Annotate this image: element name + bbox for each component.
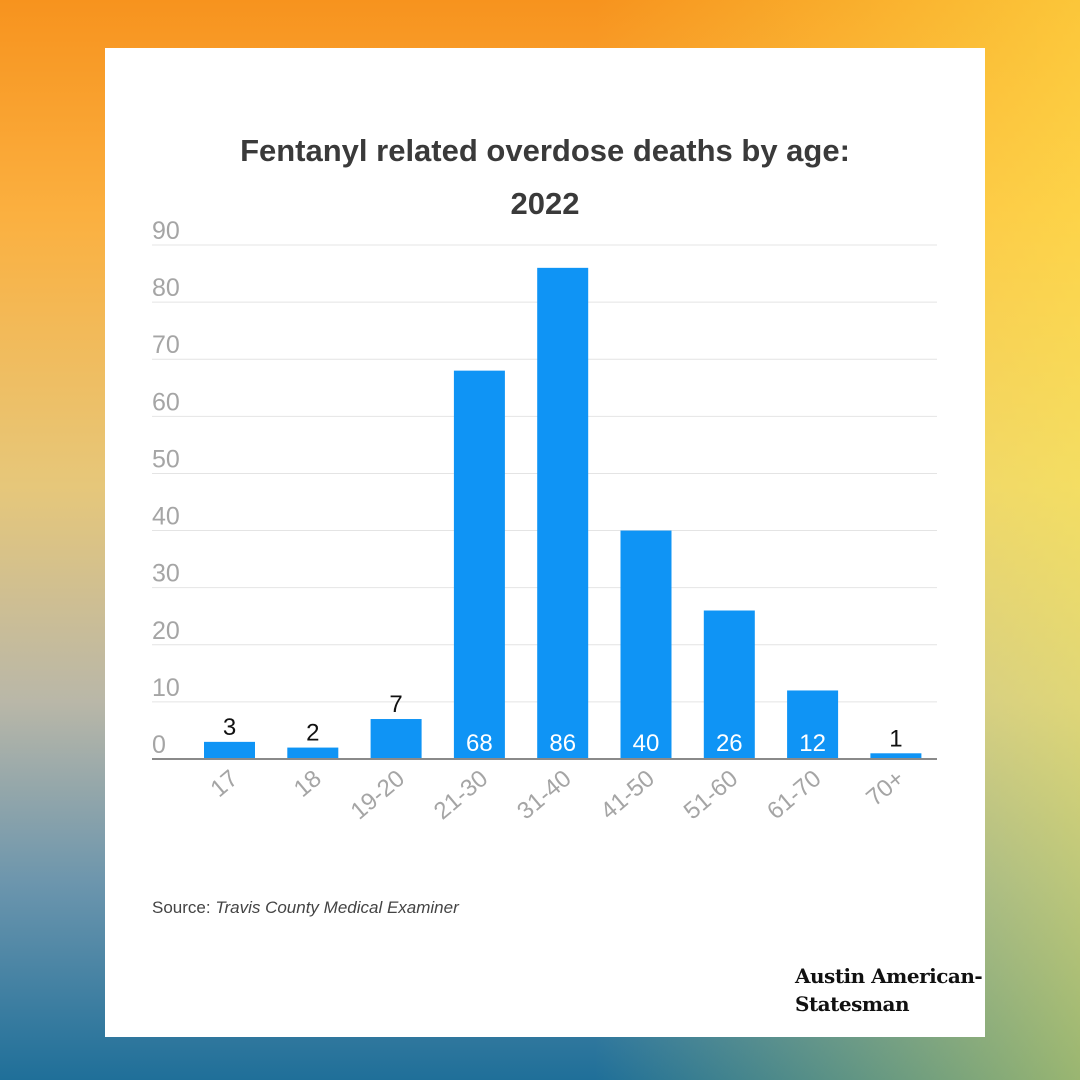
chart-title-line-2: 2022 — [510, 186, 580, 221]
bar — [537, 267, 589, 759]
bar — [370, 719, 422, 759]
bar-value-label: 2 — [306, 720, 319, 747]
bar — [453, 370, 505, 759]
y-tick-label: 90 — [152, 217, 180, 245]
x-tick-label: 61-70 — [762, 765, 826, 825]
bar-value-label: 26 — [716, 730, 743, 757]
chart-title-line-1: Fentanyl related overdose deaths by age: — [240, 133, 850, 168]
bar — [787, 690, 839, 759]
source-note: Source: Travis County Medical Examiner — [152, 898, 459, 918]
y-tick-label: 50 — [152, 445, 180, 473]
x-tick-label: 19-20 — [346, 765, 410, 825]
publisher-logo: Austin American- Statesman — [795, 962, 983, 1018]
bar — [287, 747, 339, 759]
publisher-logo-line-1: Austin American- — [795, 964, 983, 988]
chart-title: Fentanyl related overdose deaths by age:… — [105, 124, 985, 230]
bar-chart: 0 10 20 30 40 50 60 70 80 90 3 17 2 18 7 19-20 68 21-30 86… — [152, 217, 937, 825]
y-tick-label: 70 — [152, 331, 180, 359]
source-name: Travis County Medical Examiner — [215, 898, 459, 917]
x-tick-label: 70+ — [861, 765, 910, 812]
y-tick-label: 10 — [152, 674, 180, 702]
y-tick-label: 30 — [152, 560, 180, 588]
bar — [620, 530, 672, 759]
x-tick-label: 41-50 — [595, 765, 659, 825]
y-tick-label: 60 — [152, 388, 180, 416]
bar-value-label: 3 — [223, 714, 236, 741]
x-tick-label: 18 — [289, 765, 327, 803]
bar-value-label: 7 — [389, 691, 402, 718]
bar-value-label: 40 — [633, 730, 660, 757]
y-tick-label: 80 — [152, 274, 180, 302]
bar — [204, 741, 255, 759]
bar — [870, 753, 922, 759]
bar-value-label: 12 — [799, 730, 826, 757]
y-tick-label: 20 — [152, 617, 180, 645]
x-tick-label: 21-30 — [429, 765, 493, 825]
bar — [703, 610, 755, 759]
y-tick-label: 40 — [152, 503, 180, 531]
publisher-logo-line-2: Statesman — [795, 992, 910, 1016]
x-tick-label: 31-40 — [512, 765, 576, 825]
y-tick-label: 0 — [152, 731, 166, 759]
bar-value-label: 86 — [549, 730, 576, 757]
x-tick-label: 17 — [206, 765, 244, 803]
source-label: Source: — [152, 898, 211, 917]
x-tick-label: 51-60 — [679, 765, 743, 825]
bar-value-label: 68 — [466, 730, 493, 757]
chart-card: Fentanyl related overdose deaths by age:… — [105, 48, 985, 1037]
bar-value-label: 1 — [889, 725, 902, 752]
